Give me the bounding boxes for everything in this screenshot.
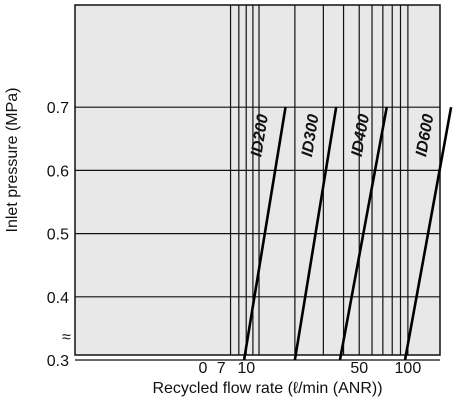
x-tick-label: 0 <box>199 360 208 377</box>
series-label: ID200 <box>248 113 272 158</box>
series-line <box>242 106 287 361</box>
x-tick-label: 10 <box>237 360 255 377</box>
series-line <box>403 106 453 361</box>
series-label: ID300 <box>299 113 323 158</box>
y-tick-label: 0.4 <box>47 290 69 307</box>
plot-frame <box>74 4 441 356</box>
x-axis-title: Recycled flow rate (ℓ/min (ANR)) <box>152 380 382 397</box>
y-axis-title: Inlet pressure (MPa) <box>4 88 21 233</box>
plot-background <box>75 5 440 355</box>
series-line <box>293 106 338 361</box>
x-tick-label: 50 <box>350 360 368 377</box>
y-tick-label: 0.5 <box>47 227 69 244</box>
x-tick-label: 100 <box>395 360 422 377</box>
y-tick-label: 0.6 <box>47 163 69 180</box>
x-tick-label: 7 <box>217 360 226 377</box>
y-tick-label: 0.7 <box>47 100 69 117</box>
y-tick-label: 0.3 <box>47 353 69 370</box>
grid <box>75 5 440 361</box>
series-lines: ID200 ID300 ID400 ID600 <box>242 106 453 361</box>
series-line <box>338 106 389 361</box>
axis-break-symbol: ≈ <box>62 329 71 346</box>
tick-labels: 0.30.40.50.60.7071050100500 <box>47 100 422 377</box>
